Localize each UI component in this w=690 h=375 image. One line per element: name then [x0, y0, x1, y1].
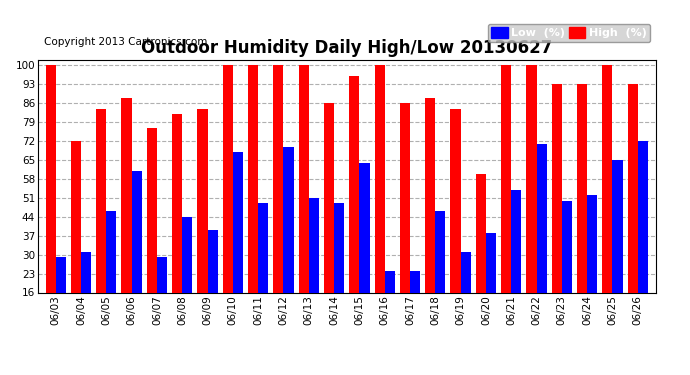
Bar [552, 84, 562, 336]
Bar [435, 211, 446, 336]
Bar [486, 233, 496, 336]
Bar [71, 141, 81, 336]
Bar [208, 230, 217, 336]
Bar [233, 152, 243, 336]
Bar [273, 65, 284, 336]
Bar [375, 65, 385, 336]
Bar [577, 84, 587, 336]
Bar [182, 217, 193, 336]
Text: Copyright 2013 Cartronics.com: Copyright 2013 Cartronics.com [44, 37, 208, 47]
Bar [308, 198, 319, 336]
Bar [334, 203, 344, 336]
Bar [511, 190, 522, 336]
Bar [628, 84, 638, 336]
Bar [223, 65, 233, 336]
Title: Outdoor Humidity Daily High/Low 20130627: Outdoor Humidity Daily High/Low 20130627 [141, 39, 553, 57]
Bar [425, 98, 435, 336]
Bar [147, 128, 157, 336]
Legend: Low  (%), High  (%): Low (%), High (%) [488, 24, 650, 42]
Bar [562, 201, 572, 336]
Bar [451, 109, 461, 336]
Bar [299, 65, 308, 336]
Bar [613, 160, 622, 336]
Bar [96, 109, 106, 336]
Bar [638, 141, 648, 336]
Bar [284, 147, 293, 336]
Bar [537, 144, 546, 336]
Bar [56, 257, 66, 336]
Bar [359, 163, 370, 336]
Bar [157, 257, 167, 336]
Bar [172, 114, 182, 336]
Bar [106, 211, 117, 336]
Bar [81, 252, 91, 336]
Bar [526, 65, 537, 336]
Bar [501, 65, 511, 336]
Bar [46, 65, 56, 336]
Bar [410, 271, 420, 336]
Bar [197, 109, 208, 336]
Bar [248, 65, 258, 336]
Bar [324, 103, 334, 336]
Bar [385, 271, 395, 336]
Bar [461, 252, 471, 336]
Bar [476, 174, 486, 336]
Bar [121, 98, 132, 336]
Bar [602, 65, 613, 336]
Bar [349, 76, 359, 336]
Bar [587, 195, 598, 336]
Bar [400, 103, 410, 336]
Bar [132, 171, 141, 336]
Bar [258, 203, 268, 336]
